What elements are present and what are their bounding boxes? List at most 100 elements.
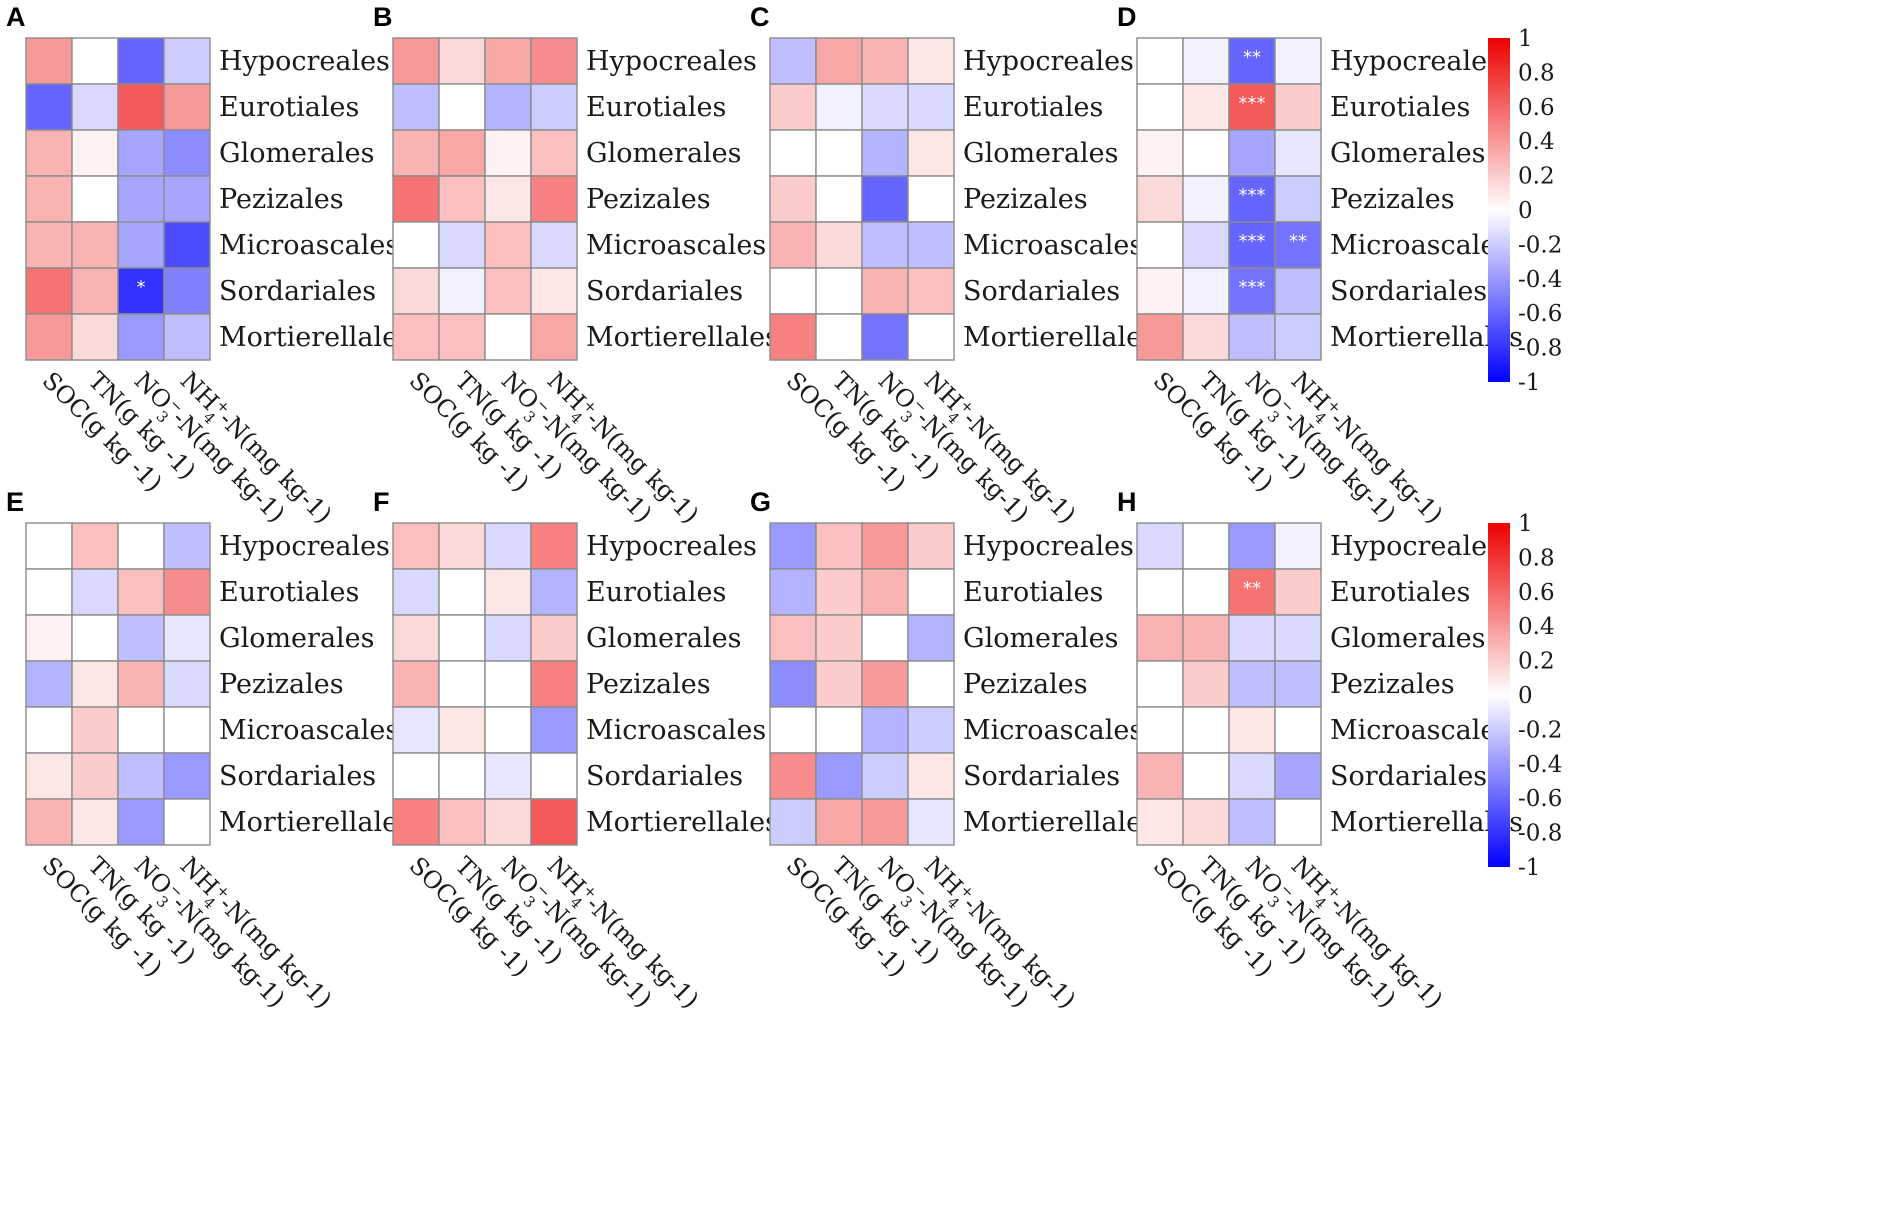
panel-g: G Hypocreales Eurotiales Glomerales Pezizale… [750, 487, 1156, 1014]
heatmap-cell [1136, 614, 1184, 662]
heatmap-cell [438, 568, 486, 616]
row-label: Mortierellales [586, 807, 779, 838]
heatmap-cell [861, 267, 909, 315]
heatmap-cell [1136, 522, 1184, 570]
heatmap-cell [392, 752, 440, 800]
colorbar: 1 0.8 0.6 0.4 0.2 0 -0.2 -0.4 -0.6 -0.8 -1 [1488, 26, 1562, 396]
row-label: Sordariales [586, 761, 743, 792]
heatmap-cell [117, 129, 165, 177]
heatmap-cell [530, 83, 578, 131]
heatmap-cell [392, 706, 440, 754]
significance-mark: *** [1239, 277, 1266, 298]
heatmap-cell [815, 175, 863, 223]
heatmap-cell [25, 267, 73, 315]
heatmap-cell [484, 660, 532, 708]
heatmap-cell [117, 798, 165, 846]
heatmap-cell [163, 798, 211, 846]
heatmap-cell [484, 37, 532, 85]
heatmap-cell [117, 83, 165, 131]
heatmap-cell [815, 221, 863, 269]
heatmap-cell [392, 313, 440, 361]
heatmap-cell [71, 267, 119, 315]
heatmap-cell [1274, 313, 1322, 361]
heatmap-cell [71, 752, 119, 800]
significance-mark: * [137, 277, 146, 298]
heatmap-cell [438, 37, 486, 85]
heatmap-cell [907, 706, 955, 754]
heatmap-cell [530, 752, 578, 800]
heatmap-cell [1182, 752, 1230, 800]
row-label: Glomerales [586, 623, 742, 654]
heatmap-cell [1182, 313, 1230, 361]
heatmap-cell [25, 129, 73, 177]
heatmap-cell [25, 37, 73, 85]
heatmap-cell [117, 522, 165, 570]
heatmap-cell [1182, 660, 1230, 708]
heatmap-cell [71, 568, 119, 616]
row-label: Hypocreales [963, 531, 1134, 562]
heatmap-cell [815, 129, 863, 177]
row-label: Mortierellales [219, 322, 412, 353]
panel-label: G [750, 487, 771, 517]
colorbar-tick-label: -0.2 [1518, 717, 1562, 743]
heatmap-cell [1228, 522, 1276, 570]
heatmap-cell [71, 175, 119, 223]
heatmap-cell [163, 660, 211, 708]
heatmap-cell [1136, 313, 1184, 361]
heatmap-cell [815, 267, 863, 315]
panel-label: C [750, 2, 770, 32]
heatmap-cell [1182, 221, 1230, 269]
heatmap-cell [484, 175, 532, 223]
heatmap-cell [1136, 752, 1184, 800]
row-label: Pezizales [1330, 184, 1455, 215]
row-label: Glomerales [963, 138, 1119, 169]
row-label: Glomerales [963, 623, 1119, 654]
row-label: Hypocreales [1330, 531, 1501, 562]
heatmap-cell [1182, 129, 1230, 177]
heatmap-cell [861, 37, 909, 85]
row-label: Mortierellales [586, 322, 779, 353]
heatmap-cell [907, 129, 955, 177]
heatmap-cell [1228, 660, 1276, 708]
heatmap-cell [769, 752, 817, 800]
heatmap-cell [769, 37, 817, 85]
heatmap-cell [769, 614, 817, 662]
heatmap-cell [392, 175, 440, 223]
heatmap-cell [438, 614, 486, 662]
heatmap-cell [392, 37, 440, 85]
heatmap-cell [484, 83, 532, 131]
heatmap-cell [861, 568, 909, 616]
heatmap-cell [861, 313, 909, 361]
heatmap-cell [163, 522, 211, 570]
colorbar-tick-label: 0.4 [1518, 614, 1555, 640]
row-label: Eurotiales [219, 92, 359, 123]
colorbar-tick-label: -1 [1518, 370, 1540, 396]
heatmap-cell [815, 568, 863, 616]
heatmap-cell [163, 568, 211, 616]
heatmap-cell [861, 614, 909, 662]
heatmap-cell [438, 706, 486, 754]
heatmap-cell [815, 83, 863, 131]
heatmap-cell [1182, 568, 1230, 616]
row-label: Sordariales [219, 761, 376, 792]
heatmap-cell [392, 614, 440, 662]
heatmap-cell [392, 83, 440, 131]
heatmap-cell [530, 313, 578, 361]
heatmap-cell [484, 706, 532, 754]
heatmap-cell [484, 313, 532, 361]
significance-mark: *** [1239, 185, 1266, 206]
heatmap-cell [1274, 267, 1322, 315]
row-label: Pezizales [963, 184, 1088, 215]
row-label: Microascales [1330, 715, 1510, 746]
heatmap-cell [1274, 752, 1322, 800]
heatmap-cell [907, 522, 955, 570]
heatmap-cell [1274, 522, 1322, 570]
heatmap-cell [907, 568, 955, 616]
row-label: Mortierellales [219, 807, 412, 838]
row-label: Sordariales [1330, 761, 1487, 792]
heatmap-cell [1228, 568, 1276, 616]
row-label: Pezizales [586, 184, 711, 215]
row-label: Eurotiales [219, 577, 359, 608]
row-label: Hypocreales [1330, 46, 1501, 77]
heatmap-cell [815, 614, 863, 662]
